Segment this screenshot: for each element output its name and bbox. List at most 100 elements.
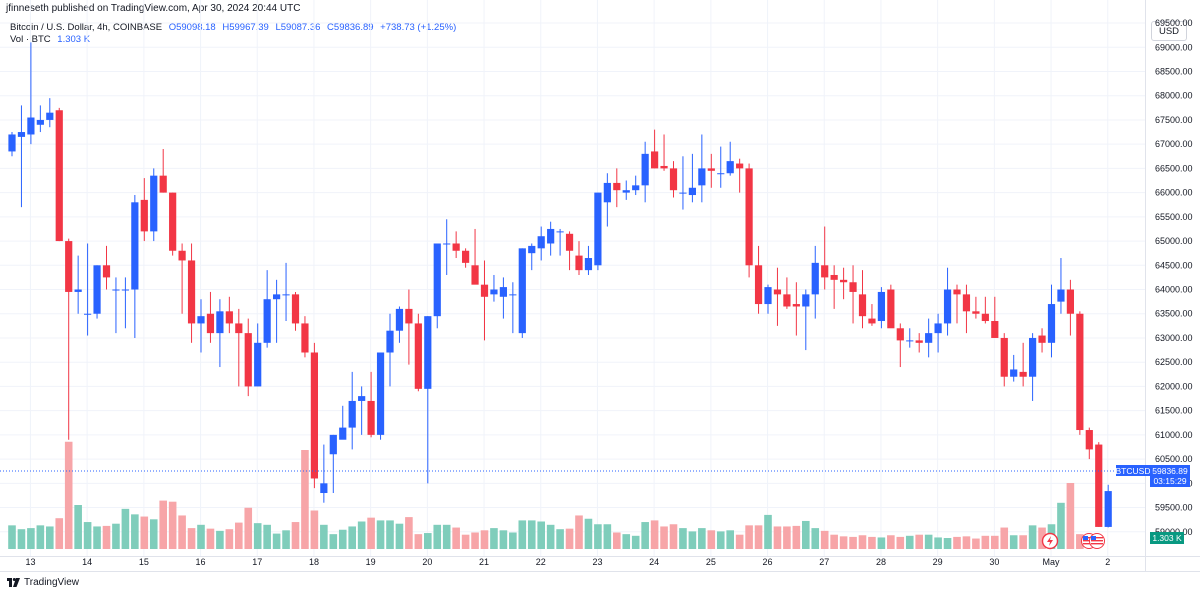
candle [773,267,782,326]
candle [792,282,800,336]
volume-tag: 1.303 K [1150,532,1184,544]
candle-body [93,265,101,314]
tradingview-logo[interactable]: TradingView [7,577,79,588]
candle-body [981,313,989,322]
candle [386,313,394,387]
volume-bar [27,528,35,549]
volume-bar [953,536,961,549]
volume-bar [669,524,678,549]
candle [660,134,668,171]
candle-body [301,323,309,353]
candle [169,192,177,256]
candle-body [65,241,73,292]
price-axis: 59000.0059500.0060000.0060500.0061000.00… [1145,0,1193,571]
candle [17,105,26,208]
candle-body [925,333,933,343]
price-tick-label: 59500.00 [1155,503,1193,513]
volume-bar [197,524,205,549]
volume-bar [301,450,309,549]
candle-body [896,328,904,341]
volume-bar [55,518,64,549]
candle-body [849,282,857,292]
candle [981,296,989,324]
volume-bar [707,530,716,549]
volume-bar [839,536,848,549]
candle-body [821,265,829,278]
price-tick-label: 62500.00 [1155,357,1193,367]
publisher-text: jfinneseth published on TradingView.com,… [6,3,301,14]
lightning-event-icon [1041,532,1059,550]
candle [367,371,375,438]
volume-bar [594,524,602,549]
candle-body [197,316,205,324]
candle [868,304,876,326]
candle-body [736,163,744,169]
time-tick-label: 30 [989,557,999,567]
volume-bar [802,520,810,549]
candle [159,149,167,193]
candle [509,282,517,334]
candle-body [235,323,243,334]
candle-body [414,323,422,389]
candle-body [613,182,621,191]
candle [254,323,262,387]
volume-bar [320,524,328,549]
price-tag: BTCUSD 59836.89 03:15:29 [1116,465,1190,487]
candle [197,299,205,353]
volume-bar [291,522,300,549]
candle-body [46,112,54,120]
price-tick-label: 60500.00 [1155,454,1193,464]
volume-bar [367,517,375,549]
candle [1047,284,1056,358]
candle-body [1029,337,1037,377]
candle-body [575,255,583,271]
candle [849,265,857,324]
candle-body [594,192,602,266]
symbol-name[interactable]: Bitcoin / U.S. Dollar, 4h, COINBASE [10,22,163,33]
candle-body [452,243,460,251]
candle-body [216,311,224,334]
time-tick-label: 2 [1105,557,1110,567]
candle [575,241,583,275]
change-value: +738.73 (+1.25%) [380,22,457,33]
candle-body [1104,491,1112,527]
candle [187,243,196,343]
footer: TradingView [0,571,1200,592]
volume-bar [461,534,470,549]
candle [528,243,536,271]
candle-body [565,233,574,251]
candle-body [906,340,914,342]
volume-bar [556,529,564,549]
candle [679,156,687,210]
candle-body [17,132,26,137]
candle [584,245,593,275]
volume-tag-value: 1.303 K [1152,533,1182,543]
volume-bar [159,500,167,549]
candle-body [36,119,44,125]
candle [717,146,725,188]
price-tick-label: 66500.00 [1155,163,1193,173]
candle [433,243,441,329]
volume-bar [934,537,942,549]
price-chart[interactable]: 59000.0059500.0060000.0060500.0061000.00… [0,0,1200,571]
currency-button[interactable]: USD [1151,21,1187,41]
volume-bar [282,530,290,549]
candle-body [915,340,923,343]
volume-bar [414,534,423,549]
volume-bar [613,532,621,549]
candle-body [632,185,640,191]
candle-body [131,202,139,290]
candle [263,270,271,348]
candle-body [943,289,952,324]
candle-body [424,316,432,389]
price-tick-label: 63000.00 [1155,333,1193,343]
volume-bar [792,525,801,549]
candle-body [547,228,555,244]
volume-bar [225,529,234,549]
time-tick-label: 13 [25,557,35,567]
candle [424,316,432,484]
candle [320,444,328,503]
time-tick-label: May [1043,557,1061,567]
volume-bar [140,516,149,549]
candle-body [641,153,649,186]
